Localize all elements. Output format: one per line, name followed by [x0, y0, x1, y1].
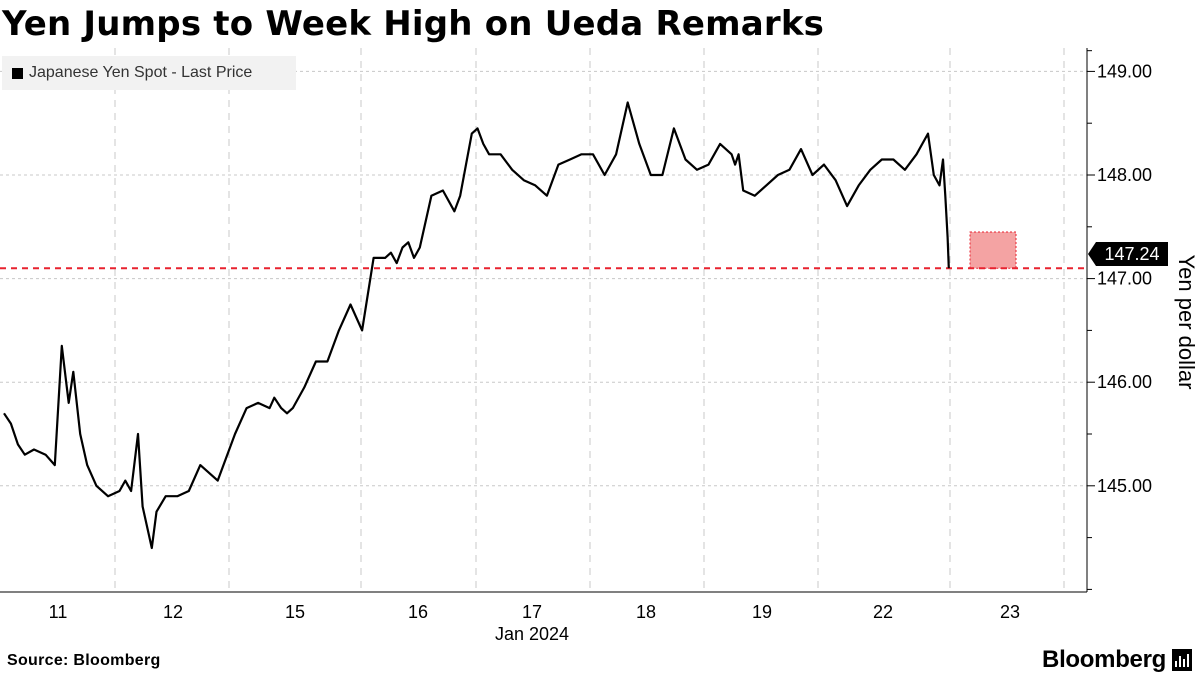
y-tick-label: 146.00	[1097, 372, 1152, 392]
x-tick-label: 16	[408, 602, 428, 622]
x-tick-label: 23	[1000, 602, 1020, 622]
brand-logo: Bloomberg	[1042, 646, 1192, 674]
x-tick-label: 22	[873, 602, 893, 622]
last-value-label: 147.24	[1088, 242, 1168, 266]
y-axis-title: Yen per dollar	[1174, 254, 1199, 390]
x-tick-label: 18	[636, 602, 656, 622]
brand-name: Bloomberg	[1042, 646, 1166, 673]
chart-title: Yen Jumps to Week High on Ueda Remarks	[2, 4, 825, 44]
chart-legend: Japanese Yen Spot - Last Price	[2, 56, 296, 90]
x-tick-label: 19	[752, 602, 772, 622]
last-move-highlight	[969, 231, 1017, 269]
x-axis-title: Jan 2024	[494, 624, 570, 644]
y-tick-label: 147.00	[1097, 269, 1152, 289]
y-tick-label: 145.00	[1097, 476, 1152, 496]
x-tick-label: 15	[285, 602, 305, 622]
source-note: Source: Bloomberg	[7, 652, 161, 669]
yen-price-line	[3, 101, 950, 550]
legend-label: Japanese Yen Spot - Last Price	[29, 64, 253, 81]
x-tick-label: 11	[49, 602, 68, 622]
legend-swatch	[12, 67, 23, 79]
last-value-text: 147.24	[1104, 244, 1159, 264]
y-tick-label: 149.00	[1097, 61, 1152, 81]
x-tick-label: 12	[163, 602, 183, 622]
bar-chart-icon	[1172, 649, 1192, 671]
y-tick-label: 148.00	[1097, 165, 1152, 185]
x-tick-label: 17	[522, 602, 542, 622]
